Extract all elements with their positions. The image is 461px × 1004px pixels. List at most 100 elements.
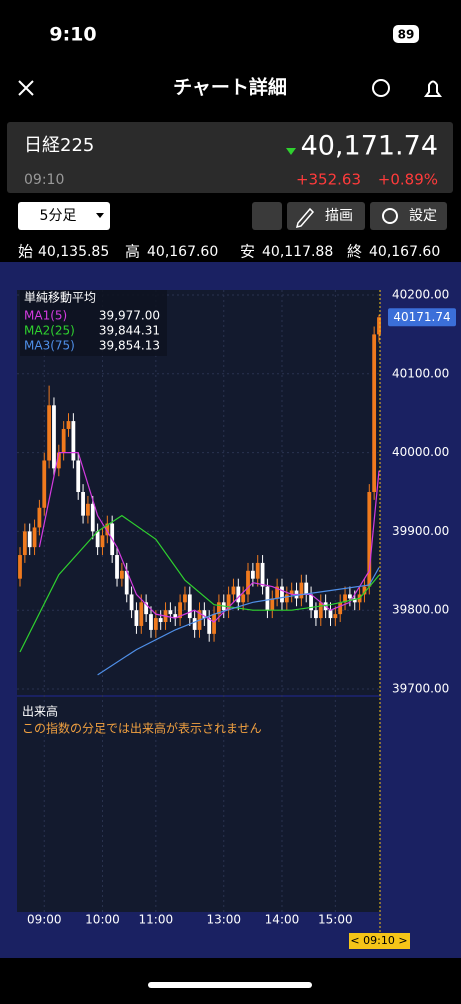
candle-body	[280, 586, 284, 603]
change: +352.63	[296, 171, 361, 189]
candle-body	[314, 610, 318, 619]
legend-name: MA2(25)	[24, 324, 75, 338]
candle-body	[168, 610, 173, 615]
cursor-tag	[349, 933, 410, 949]
quote-time: 09:10	[24, 172, 64, 188]
candle-body	[95, 531, 100, 548]
candle-body	[119, 570, 124, 579]
candle-body	[129, 594, 134, 611]
candle-body	[149, 614, 153, 630]
candle-body	[115, 555, 119, 579]
candle-body	[81, 492, 85, 516]
pencil-icon	[295, 207, 315, 229]
candle-body	[275, 586, 280, 599]
candle-body	[352, 598, 357, 603]
candle-body	[328, 610, 333, 619]
candle-body	[158, 618, 163, 623]
candle-body	[236, 586, 241, 603]
candle-body	[343, 594, 347, 603]
ma-line	[19, 514, 380, 653]
close-icon[interactable]	[18, 80, 34, 96]
price: 40,171.74	[301, 131, 438, 162]
y-tick-label: 39800.00	[392, 603, 449, 617]
candle-body	[52, 405, 56, 469]
candle-body	[27, 531, 32, 548]
index-name: 日経225	[24, 135, 94, 156]
candle-body	[333, 614, 338, 619]
candle-body	[202, 610, 207, 619]
legend-name: MA3(75)	[24, 339, 75, 353]
last-price-label: 40171.74	[393, 310, 450, 324]
quote-panel	[7, 122, 453, 193]
candle-body	[260, 562, 265, 587]
candle-body	[192, 618, 197, 630]
candle-body	[32, 527, 37, 548]
battery	[393, 25, 419, 43]
cursor-label: < 09:10 >	[350, 934, 407, 947]
legend: MA1(5) 39,977.00 MA2(25) 39,844.31 MA3(75) 39…	[24, 309, 160, 353]
candle-body	[100, 535, 105, 548]
candle-body	[377, 317, 381, 335]
candle-body	[347, 594, 352, 599]
candle-body	[153, 618, 158, 630]
y-tick-label: 40200.00	[392, 288, 449, 302]
ohlc-value: 40,135.85	[38, 244, 109, 260]
list-button[interactable]	[252, 202, 282, 230]
volume-note: この指数の分足では出来高が表示されません	[22, 721, 262, 736]
candle-body	[241, 594, 246, 603]
candle-body	[367, 492, 372, 587]
refresh-icon[interactable]	[372, 79, 390, 97]
candle-body	[173, 614, 178, 619]
candle-body	[105, 523, 110, 536]
candle-body	[212, 614, 216, 634]
candle-body	[86, 503, 90, 516]
candle-body	[255, 562, 260, 579]
legend-value: 39,977.00	[99, 309, 160, 323]
candle-body	[90, 503, 95, 532]
candle-body	[42, 460, 47, 508]
status-time: 9:10	[49, 24, 96, 46]
moving-averages	[19, 452, 380, 676]
candle-body	[178, 602, 182, 619]
ohlc-row: 始 40,135.85 高 40,167.60 安 40,117.88 終 40,167.60	[18, 243, 440, 261]
ohlc-value: 40,167.60	[147, 244, 218, 260]
last-price-tag	[388, 308, 456, 327]
ohlc-value: 40,167.60	[369, 244, 440, 260]
candle-body	[183, 594, 187, 603]
legend-name: MA1(5)	[24, 309, 67, 323]
candle-body	[187, 594, 192, 619]
candle-body	[338, 602, 343, 615]
header-title: チャート詳細	[173, 76, 287, 99]
y-tick-label: 39700.00	[392, 682, 449, 696]
candle-body	[265, 586, 270, 611]
bell-icon[interactable]	[424, 80, 442, 97]
up-arrow	[286, 148, 296, 155]
home-indicator	[148, 982, 312, 988]
battery-level: 89	[398, 28, 415, 42]
ma-line	[38, 452, 380, 623]
x-tick-label: 09:00	[27, 913, 62, 927]
candle-body	[226, 594, 231, 611]
legend-value: 39,854.13	[99, 339, 160, 353]
ohlc-label: 安	[240, 243, 255, 261]
change-pct: +0.89%	[378, 171, 438, 189]
candle-body	[217, 602, 221, 615]
draw-button[interactable]	[287, 202, 365, 230]
x-tick-label: 10:00	[85, 913, 120, 927]
ohlc-value: 40,117.88	[262, 244, 333, 260]
ma-line	[97, 567, 380, 676]
ohlc-label: 高	[125, 243, 140, 261]
candle-body	[231, 586, 236, 595]
candle-body	[37, 507, 42, 528]
candle-body	[318, 602, 323, 619]
candle-body	[289, 590, 294, 595]
legend-box	[20, 290, 167, 356]
candle-body	[18, 555, 22, 579]
candle-body	[139, 602, 144, 626]
y-tick-label: 39900.00	[392, 524, 449, 538]
legend-title: 単純移動平均	[24, 291, 96, 305]
x-tick-label: 15:00	[318, 913, 353, 927]
candle-body	[56, 452, 61, 469]
interval-button[interactable]	[18, 202, 110, 230]
